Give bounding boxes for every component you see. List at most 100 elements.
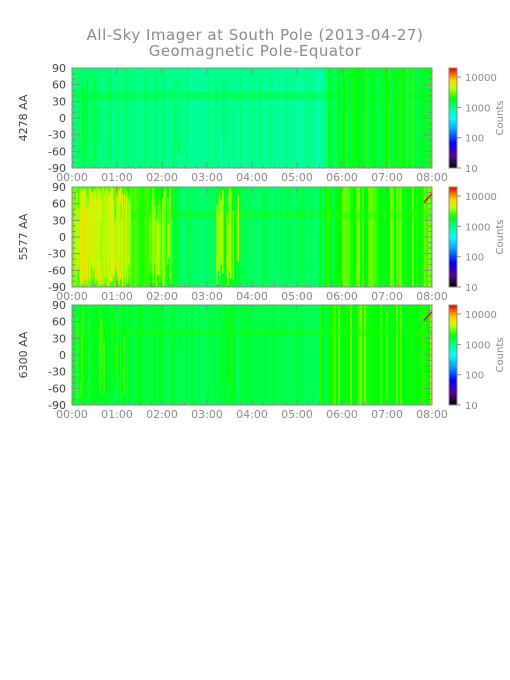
aurora-streak [223,322,225,374]
heatmap-column [338,68,341,168]
heatmap-column [88,68,91,168]
heatmap-column [344,68,347,168]
aurora-streak [83,335,85,398]
heatmap-column [152,305,155,405]
colorbar-segment [449,131,457,134]
hot-spot [423,193,433,204]
heatmap-column [90,305,93,405]
y-tick-label: -30 [48,366,66,379]
heatmap-column [256,305,259,405]
heatmap-column [398,305,401,405]
colorbar-segment [449,391,457,394]
heatmap-column [150,305,153,405]
colorbar-frame [448,186,458,288]
heatmap-column [196,187,199,287]
heatmap-column [262,305,265,405]
colorbar-segment [449,243,457,246]
x-tick-label: 06:00 [326,171,358,184]
heatmap-column [174,68,177,168]
x-tick-label: 03:00 [191,171,223,184]
colorbar-segment [449,163,457,166]
colorbar-segment [449,129,457,132]
heatmap-column [340,187,343,287]
heatmap-column [242,68,245,168]
colorbar-segment [449,321,457,324]
heatmap-column [248,187,251,287]
heatmap-column [298,68,301,168]
y-axis-label: 6300 AA [17,331,30,378]
heatmap-column [186,187,189,287]
heatmap-column [276,305,279,405]
heatmap-column [132,187,135,287]
colorbar-segment [449,351,457,354]
heatmap-column [286,187,289,287]
heatmap-column [304,187,307,287]
colorbar-segment [449,156,457,159]
heatmap-column [330,68,333,168]
colorbar-segment [449,76,457,79]
heatmap-column [148,187,151,287]
heatmap-column [390,68,393,168]
colorbar-segment [449,240,457,243]
aurora-streak [236,208,238,261]
heatmap-column [406,187,409,287]
colorbar-segment [449,136,457,139]
heatmap-column [148,305,151,405]
aurora-streak [227,225,229,286]
heatmap-column [412,305,415,405]
heatmap-column [268,187,271,287]
colorbar-segment [449,252,457,255]
heatmap-column [332,187,335,287]
colorbar-segment [449,230,457,233]
aurora-streak [225,309,227,404]
aurora-streak [160,223,162,276]
heatmap-column [382,68,385,168]
heatmap-column [120,68,123,168]
heatmap-column [400,68,403,168]
aurora-streak [101,332,103,385]
heatmap-column [282,305,285,405]
heatmap-column [288,305,291,405]
y-tick-label: 0 [59,112,66,125]
heatmap-column [260,68,263,168]
heatmap-column [188,187,191,287]
heatmap-column [406,305,409,405]
colorbar-segment [449,368,457,371]
colorbar-segment [449,313,457,316]
aurora-streak [109,341,111,372]
colorbar-segment [449,123,457,126]
colorbar-segment [449,207,457,210]
heatmap-column [290,187,293,287]
heatmap-column [314,187,317,287]
heatmap-column [198,305,201,405]
y-tick-label: 60 [52,79,66,92]
heatmap-column [218,305,221,405]
heatmap-column [146,68,149,168]
heatmap-column [314,305,317,405]
heatmap-column [286,305,289,405]
heatmap-column [300,305,303,405]
heatmap-column [278,68,281,168]
colorbar-segment [449,133,457,136]
heatmap-column [334,187,337,287]
colorbar-segment [449,245,457,248]
heatmap-column [210,305,213,405]
heatmap-column [322,187,325,287]
heatmap-column [144,305,147,405]
aurora-streak [224,330,226,388]
heatmap-column [208,187,211,287]
heatmap-column [104,68,107,168]
heatmap-column [156,305,159,405]
heatmap-column [336,68,339,168]
heatmap-column [200,68,203,168]
heatmap-column [336,187,339,287]
heatmap-column [234,187,237,287]
aurora-streak [85,88,87,157]
hot-spot [423,311,433,322]
heatmap-column [390,305,393,405]
colorbar-segment [449,398,457,401]
heatmap-column [296,305,299,405]
heatmap-column [276,68,279,168]
colorbar-segment [449,202,457,205]
heatmap-column [418,187,421,287]
